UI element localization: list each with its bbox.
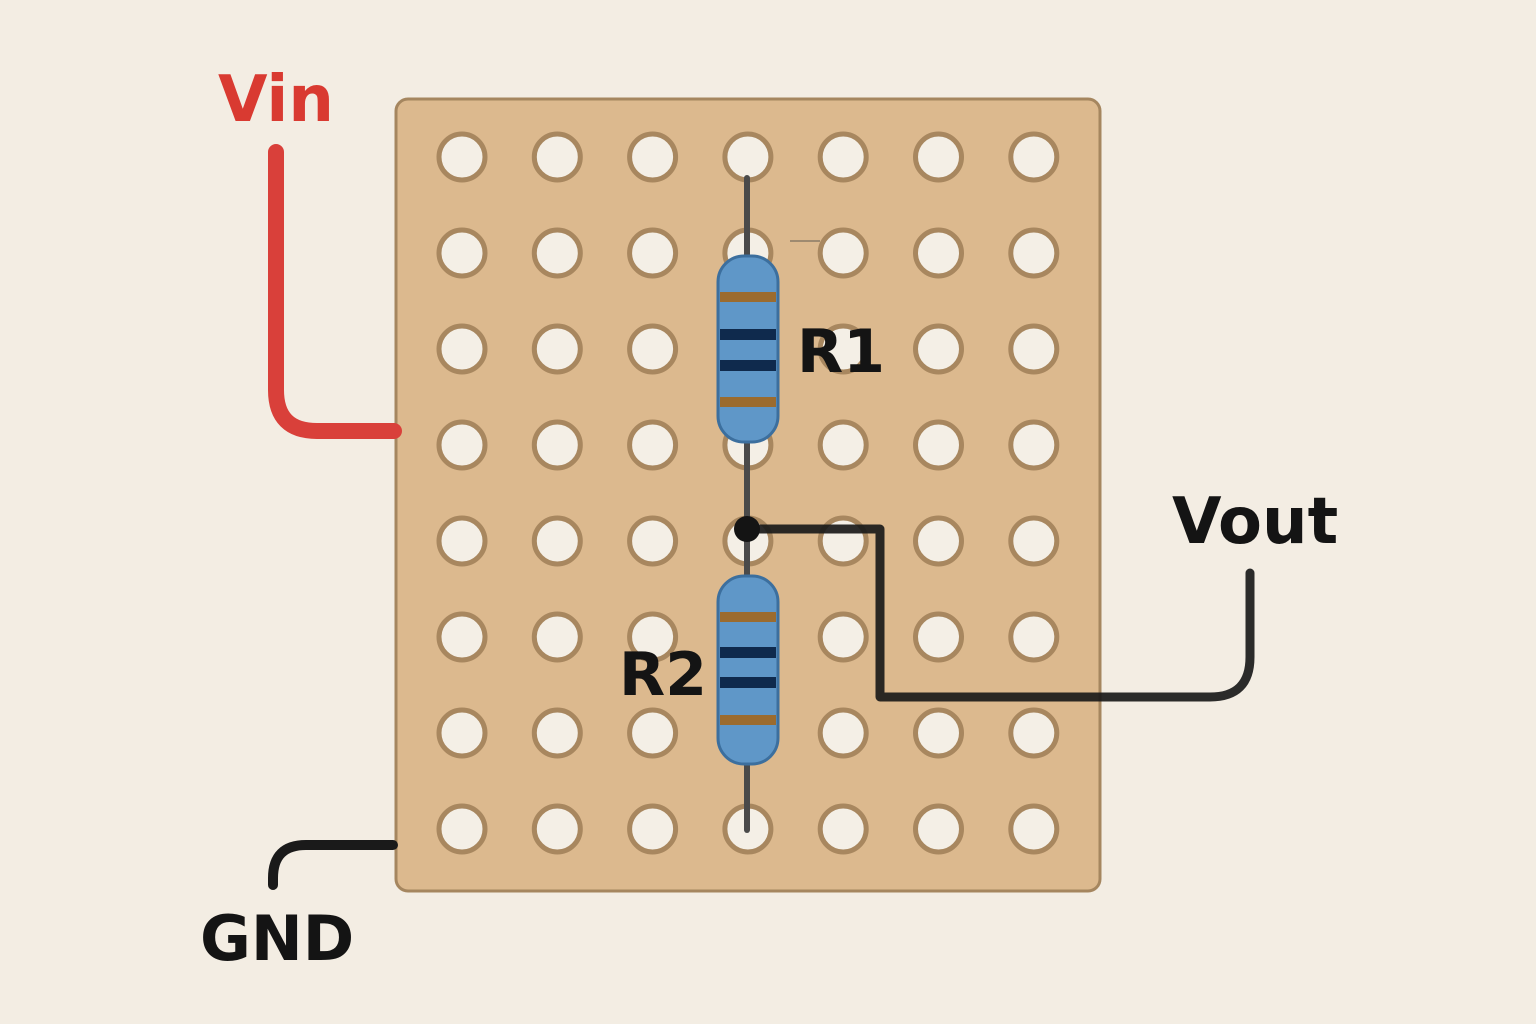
- junction-node: [734, 516, 760, 542]
- perfboard-hole: [913, 707, 964, 759]
- vout-label: Vout: [1172, 485, 1338, 559]
- perfboard-hole: [817, 707, 869, 759]
- perfboard-hole: [817, 323, 869, 375]
- perfboard-hole: [1008, 515, 1060, 567]
- vout-wire: [742, 524, 1255, 702]
- perfboard-hole: [436, 419, 488, 471]
- perfboard-hole: [913, 131, 964, 183]
- perfboard-hole: [627, 323, 679, 375]
- r2-band-2: [720, 647, 776, 658]
- r2-band-1: [720, 612, 776, 622]
- perfboard-hole: [817, 227, 869, 279]
- r1-band-1: [720, 292, 776, 302]
- gnd-label: GND: [200, 902, 354, 975]
- perfboard-hole: [436, 611, 488, 663]
- perfboard-hole: [817, 419, 869, 471]
- vin-label: Vin: [218, 63, 334, 137]
- vin-wire: [268, 144, 402, 439]
- perfboard-hole: [1008, 227, 1060, 279]
- perfboard-hole: [436, 131, 488, 183]
- r2-label: R2: [619, 640, 707, 710]
- perfboard-hole: [436, 707, 488, 759]
- perfboard-hole: [913, 419, 964, 471]
- perfboard-hole: [436, 227, 488, 279]
- perfboard-hole: [531, 419, 583, 471]
- perfboard-hole: [1008, 419, 1060, 471]
- perfboard-hole: [1008, 707, 1060, 759]
- perfboard-hole: [1008, 323, 1060, 375]
- perfboard-hole: [817, 131, 869, 183]
- perfboard-hole: [436, 515, 488, 567]
- perfboard-hole: [1008, 611, 1060, 663]
- perfboard-hole: [913, 611, 964, 663]
- perfboard-hole: [531, 131, 583, 183]
- perfboard-hole: [627, 131, 679, 183]
- perfboard-hole: [722, 131, 774, 183]
- perfboard-hole: [531, 611, 583, 663]
- perfboard-hole: [913, 227, 964, 279]
- perfboard-hole: [913, 323, 964, 375]
- perfboard-hole: [627, 227, 679, 279]
- perfboard-hole: [1008, 131, 1060, 183]
- perfboard-hole: [531, 323, 583, 375]
- perfboard-hole: [531, 707, 583, 759]
- perfboard-hole: [436, 803, 488, 855]
- r2-band-3: [720, 677, 776, 688]
- perfboard-hole: [627, 707, 679, 759]
- perfboard-hole: [627, 419, 679, 471]
- r1-band-2: [720, 329, 776, 340]
- perfboard-hole: [627, 803, 679, 855]
- perfboard-hole: [817, 803, 869, 855]
- r2-band-4: [720, 715, 776, 725]
- r1-band-4: [720, 397, 776, 407]
- r1-band-3: [720, 360, 776, 371]
- r1-label: R1: [797, 317, 885, 387]
- perfboard-hole: [531, 515, 583, 567]
- perfboard-hole: [817, 611, 869, 663]
- gnd-wire: [268, 840, 398, 890]
- perfboard-hole: [627, 515, 679, 567]
- perfboard-hole: [531, 803, 583, 855]
- perfboard-hole: [913, 803, 964, 855]
- perfboard-hole: [627, 611, 679, 663]
- perfboard-hole: [531, 227, 583, 279]
- perfboard-hole: [1008, 803, 1060, 855]
- perfboard-hole: [436, 323, 488, 375]
- perfboard-hole: [913, 515, 964, 567]
- resistor-r2: [716, 574, 780, 766]
- resistor-r1: [716, 254, 780, 444]
